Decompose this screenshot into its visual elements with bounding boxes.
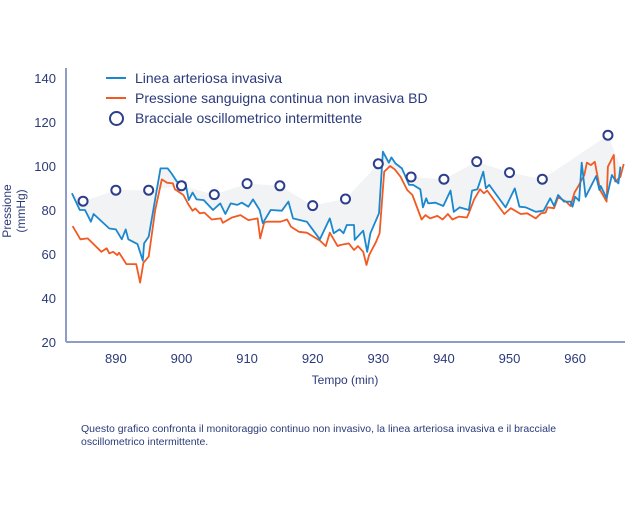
y-tick-label: 60 bbox=[42, 247, 56, 262]
y-tick-label: 20 bbox=[42, 335, 56, 350]
y-tick-label: 40 bbox=[42, 291, 56, 306]
range-band bbox=[71, 135, 621, 261]
cuff-point bbox=[208, 189, 220, 201]
y-tick-label: 120 bbox=[34, 115, 56, 130]
legend-label: Pressione sanguigna continua non invasiv… bbox=[135, 90, 428, 106]
x-tick-label: 920 bbox=[302, 351, 324, 366]
x-axis-label: Tempo (min) bbox=[311, 373, 379, 387]
cuff-point bbox=[143, 184, 155, 196]
x-tick-label: 950 bbox=[499, 351, 521, 366]
legend-label: Linea arteriosa invasiva bbox=[135, 70, 283, 86]
y-tick-label: 140 bbox=[34, 71, 56, 86]
cuff-point bbox=[175, 180, 187, 192]
cuff-point bbox=[372, 158, 384, 170]
legend-swatch-blue-line bbox=[106, 77, 126, 79]
legend-swatch-circle bbox=[108, 110, 124, 126]
legend: Linea arteriosa invasiva Pressione sangu… bbox=[105, 68, 428, 128]
chart-caption: Questo grafico confronta il monitoraggio… bbox=[81, 423, 557, 448]
x-tick-label: 900 bbox=[171, 351, 193, 366]
cuff-point bbox=[504, 167, 516, 179]
cuff-point bbox=[471, 156, 483, 168]
cuff-point bbox=[241, 178, 253, 190]
x-tick-label: 960 bbox=[564, 351, 586, 366]
x-tick-label: 890 bbox=[105, 351, 127, 366]
cuff-point bbox=[438, 173, 450, 185]
y-tick-label: 80 bbox=[42, 203, 56, 218]
x-tick-label: 940 bbox=[433, 351, 455, 366]
x-tick-label: 910 bbox=[236, 351, 258, 366]
cuff-point bbox=[602, 129, 614, 141]
y-axis-label: Pressione (mmHg) bbox=[0, 184, 28, 238]
cuff-point bbox=[110, 184, 122, 196]
series-lines bbox=[71, 150, 625, 284]
legend-item-invasive: Linea arteriosa invasiva bbox=[105, 68, 428, 88]
range-band-area bbox=[71, 135, 621, 261]
invasive-line bbox=[71, 150, 622, 262]
cuff-points bbox=[77, 129, 614, 212]
cuff-point bbox=[77, 195, 89, 207]
cuff-point bbox=[274, 180, 286, 192]
legend-label: Bracciale oscillometrico intermittente bbox=[135, 110, 363, 126]
legend-item-cuff: Bracciale oscillometrico intermittente bbox=[105, 108, 428, 128]
x-tick-label: 930 bbox=[367, 351, 389, 366]
cuff-point bbox=[340, 193, 351, 205]
legend-swatch-orange-line bbox=[106, 97, 126, 99]
noninvasive-line bbox=[71, 154, 625, 284]
axes: 20 40 60 80 100 120 140 890 900 910 920 930 940 950 96… bbox=[34, 68, 625, 366]
legend-item-noninvasive: Pressione sanguigna continua non invasiv… bbox=[105, 88, 428, 108]
cuff-point bbox=[405, 171, 417, 183]
cuff-point bbox=[307, 200, 319, 212]
y-tick-label: 100 bbox=[34, 159, 56, 174]
cuff-point bbox=[536, 173, 548, 185]
